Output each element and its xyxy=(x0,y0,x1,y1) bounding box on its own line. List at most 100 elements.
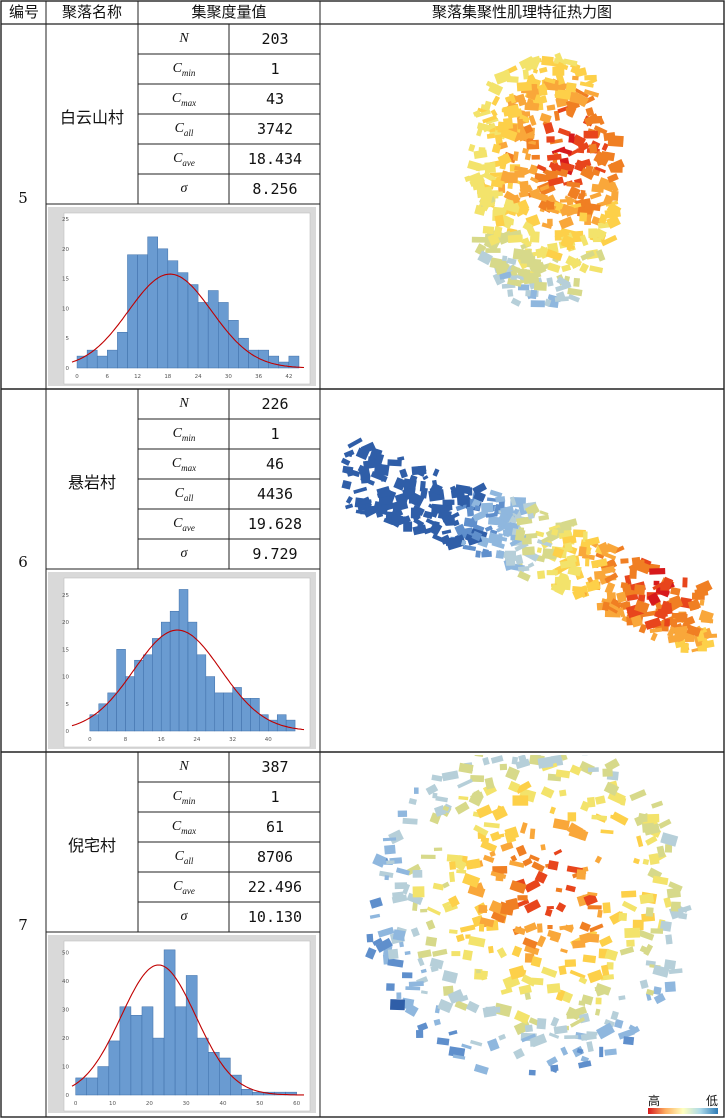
metric-value: 1 xyxy=(270,425,280,443)
metric-symbol-main: C xyxy=(172,61,182,76)
y-tick-label: 50 xyxy=(62,951,69,957)
x-tick-label: 0 xyxy=(75,374,79,380)
y-tick-label: 0 xyxy=(66,366,70,372)
histogram-bar xyxy=(196,654,207,732)
village-name: 倪宅村 xyxy=(67,836,116,855)
metric-symbol-sub: all xyxy=(183,492,194,503)
metric-symbol-sub: max xyxy=(181,97,197,108)
row-id: 6 xyxy=(18,552,28,571)
histogram-bar xyxy=(174,1006,187,1096)
x-tick-label: 0 xyxy=(74,1101,78,1107)
metric-symbol-main: C xyxy=(174,486,184,501)
histogram-bar xyxy=(187,284,199,369)
histogram-bar xyxy=(116,649,126,732)
metric-value: 8.256 xyxy=(252,180,298,198)
metric-symbol-main: C xyxy=(173,151,183,166)
x-tick-label: 24 xyxy=(193,737,200,743)
x-tick-label: 16 xyxy=(158,737,165,743)
x-tick-label: 30 xyxy=(183,1101,190,1107)
metric-value: 1 xyxy=(270,788,280,806)
y-tick-label: 15 xyxy=(62,277,69,283)
y-tick-label: 10 xyxy=(62,675,69,681)
heat-legend: 高 低 xyxy=(648,1092,718,1114)
metric-value: 226 xyxy=(261,395,289,413)
x-tick-label: 60 xyxy=(293,1101,300,1107)
metric-symbol-sub: all xyxy=(183,127,194,138)
histogram-bar xyxy=(152,638,162,732)
metric-value: 3742 xyxy=(256,120,294,138)
x-tick-label: 20 xyxy=(146,1101,153,1107)
histogram-bar xyxy=(169,610,180,732)
y-tick-label: 15 xyxy=(62,647,69,653)
metric-value: 43 xyxy=(265,90,285,108)
histogram-bar xyxy=(207,290,219,369)
histogram-bar xyxy=(205,676,216,732)
metric-value: 9.729 xyxy=(252,545,298,563)
histogram-bar xyxy=(152,1037,165,1096)
y-tick-label: 10 xyxy=(62,306,69,312)
metric-symbol-main: N xyxy=(179,759,189,774)
metric-symbol: σ xyxy=(138,174,230,204)
row-id: 5 xyxy=(18,188,28,207)
metric-symbol: Cmax xyxy=(138,449,230,479)
histogram-bar xyxy=(230,1074,242,1096)
metric-value: 19.628 xyxy=(247,515,303,533)
metric-value: 10.130 xyxy=(247,908,303,926)
metric-value: 22.496 xyxy=(247,878,303,896)
histogram-bar xyxy=(232,687,242,732)
y-tick-label: 40 xyxy=(62,979,69,985)
histogram-bar xyxy=(147,236,158,369)
histogram-bar xyxy=(134,659,144,732)
histogram-chart: 0 10 20 30 40 50 60 0 10 20 30 40 50 xyxy=(48,935,316,1113)
histogram-bar xyxy=(107,349,118,369)
histogram-bar xyxy=(238,337,249,369)
metric-symbol: N xyxy=(138,752,230,782)
x-tick-label: 50 xyxy=(256,1101,263,1107)
header-id: 编号 xyxy=(8,3,39,21)
metric-value: 203 xyxy=(261,30,289,48)
metric-symbol: σ xyxy=(138,539,230,569)
heat-map xyxy=(464,52,625,309)
metric-symbol-main: C xyxy=(171,91,182,106)
metric-symbol-main: N xyxy=(179,31,189,46)
histogram-bar xyxy=(127,254,138,369)
metric-symbol-main: C xyxy=(173,879,183,894)
x-tick-label: 30 xyxy=(225,374,232,380)
metric-symbol-sub: ave xyxy=(182,157,195,168)
metric-symbol-sub: min xyxy=(181,795,196,806)
histogram-bar xyxy=(218,302,229,369)
histogram-bar xyxy=(241,698,251,732)
histogram-bar xyxy=(285,719,296,732)
metric-symbol-main: C xyxy=(171,819,182,834)
histogram-bar xyxy=(223,692,233,732)
metric-symbol: Cave xyxy=(138,872,230,902)
header-map: 聚落集聚性肌理特征热力图 xyxy=(431,3,612,21)
metric-symbol-sub: min xyxy=(181,432,196,443)
metric-symbol-main: σ xyxy=(180,546,188,561)
y-tick-label: 5 xyxy=(66,702,70,708)
histogram-bar xyxy=(288,355,300,369)
heat-map xyxy=(365,755,692,1076)
metric-symbol-main: N xyxy=(179,396,189,411)
metric-symbol: Cave xyxy=(138,144,230,174)
y-tick-label: 20 xyxy=(62,620,69,626)
x-tick-label: 0 xyxy=(88,737,92,743)
histogram-bar xyxy=(197,302,209,369)
histogram-bar xyxy=(241,1089,253,1096)
metric-symbol: N xyxy=(138,389,230,419)
metric-symbol: Cmax xyxy=(138,812,230,842)
normal-fit-curve xyxy=(71,629,305,731)
metric-symbol: Cave xyxy=(138,509,230,539)
x-tick-label: 40 xyxy=(265,737,272,743)
histogram-chart: 0 8 16 24 32 40 0 5 10 15 20 25 xyxy=(48,572,316,749)
metric-value: 387 xyxy=(261,758,289,776)
metric-symbol: σ xyxy=(138,902,230,932)
histogram-bar xyxy=(163,949,176,1096)
legend-gradient xyxy=(648,1108,718,1114)
metric-symbol: Call xyxy=(138,114,230,144)
metric-symbol-sub: min xyxy=(181,67,196,78)
metric-symbol: Cmin xyxy=(138,782,230,812)
metric-value: 8706 xyxy=(256,848,294,866)
normal-fit-curve xyxy=(71,964,304,1096)
